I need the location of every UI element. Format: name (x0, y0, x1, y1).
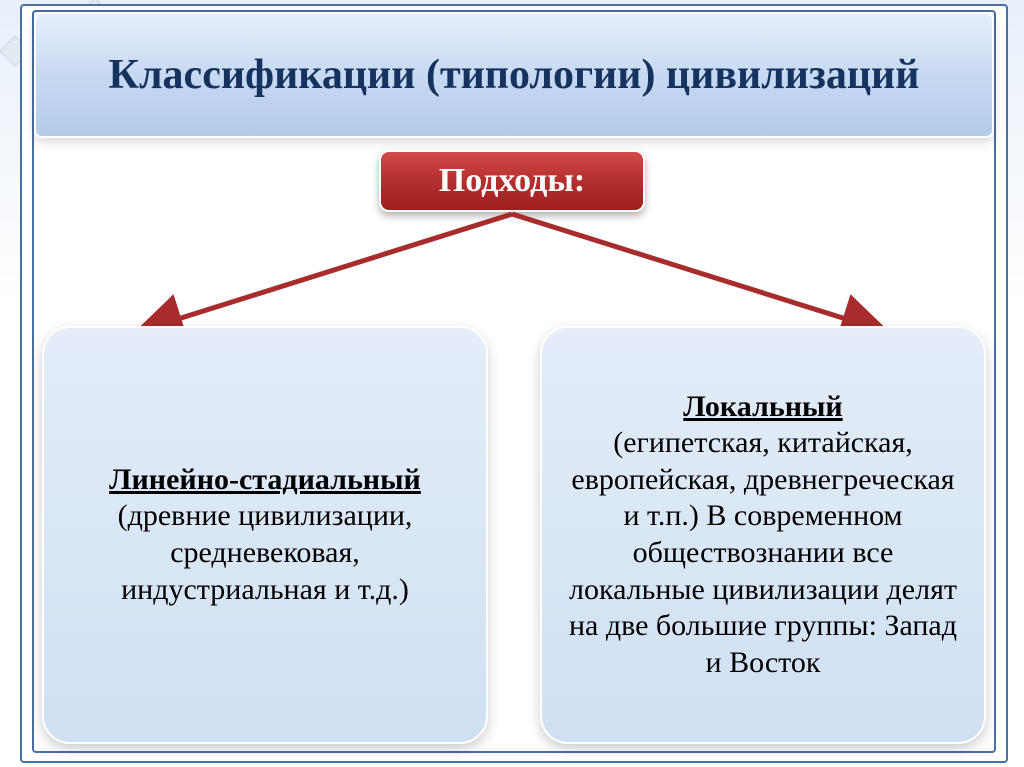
card-left-body: (древние цивилизации, средневековая, инд… (118, 499, 413, 605)
card-right-title: Локальный (683, 390, 842, 423)
approach-box: Подходы: (379, 150, 645, 212)
card-left-text: Линейно-стадиальный (древние цивилизации… (66, 462, 464, 608)
card-left-title: Линейно-стадиальный (109, 463, 421, 496)
header-title-box: Классификации (типологии) цивилизаций (34, 12, 994, 138)
card-right-text: Локальный (египетская, китайская, европе… (564, 389, 962, 682)
card-linear-stadial: Линейно-стадиальный (древние цивилизации… (42, 326, 488, 744)
approach-label: Подходы: (439, 162, 585, 200)
header-title: Классификации (типологии) цивилизаций (109, 51, 920, 99)
card-right-body: (египетская, китайская, европейская, дре… (569, 426, 957, 679)
card-local: Локальный (египетская, китайская, европе… (540, 326, 986, 744)
